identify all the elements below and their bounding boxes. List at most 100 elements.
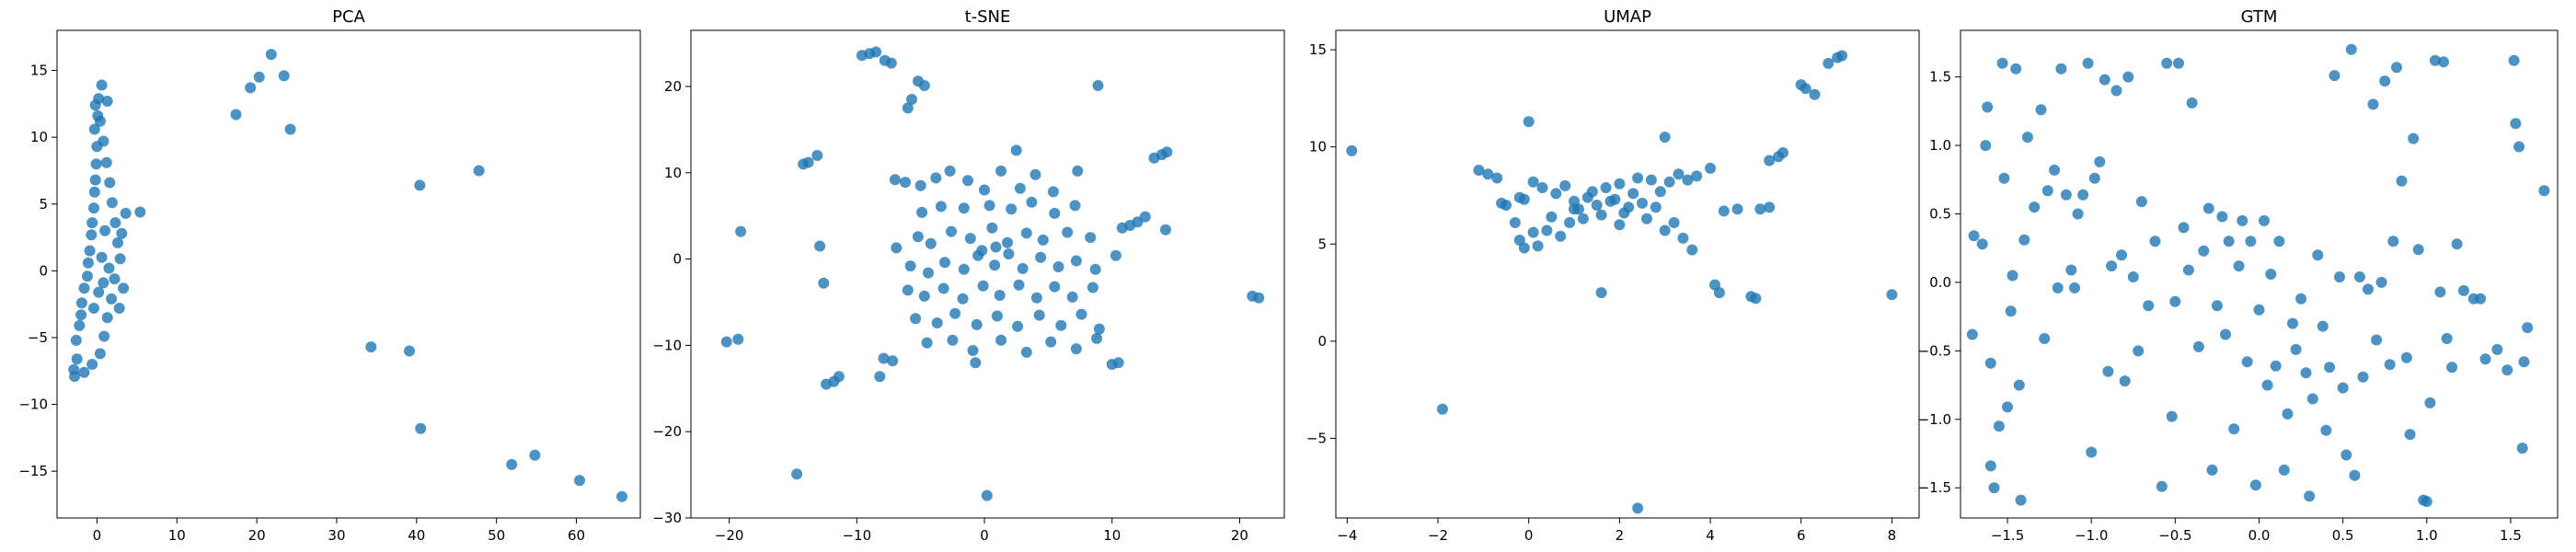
umap-point: [1682, 174, 1694, 186]
tsne-point: [1062, 226, 1074, 238]
umap-point: [1632, 172, 1644, 184]
gtm-y-tick-label: 0.5: [1929, 205, 1951, 222]
gtm-point: [2387, 236, 2399, 247]
umap-point: [1555, 230, 1567, 242]
tsne-x-tick-label: −10: [842, 527, 871, 544]
tsne-point: [923, 267, 934, 279]
gtm-point: [2082, 57, 2094, 69]
tsne-point: [979, 184, 990, 196]
pca-point: [120, 207, 132, 219]
tsne-point: [1070, 343, 1082, 355]
tsne-x-tick-label: 10: [1103, 527, 1121, 544]
tsne-point: [1160, 224, 1171, 236]
tsne-point: [874, 371, 886, 383]
gtm-point: [2287, 317, 2298, 329]
tsne-point: [967, 345, 979, 356]
gtm-point: [1984, 460, 1996, 472]
pca-point: [101, 96, 113, 107]
gtm-point: [2013, 379, 2025, 391]
gtm-point: [2324, 362, 2336, 374]
umap-point: [1731, 203, 1743, 215]
tsne-x-tick-label: −20: [715, 527, 744, 544]
pca-point: [529, 449, 541, 461]
gtm-point: [2367, 98, 2379, 110]
pca-point: [284, 123, 296, 135]
tsne-point: [931, 317, 943, 328]
gtm-point: [2349, 469, 2361, 481]
gtm-point: [2178, 222, 2190, 234]
tsne-point: [916, 206, 928, 218]
tsne-point: [1033, 309, 1045, 321]
umap-point: [1491, 172, 1503, 184]
pca-point: [82, 270, 93, 282]
gtm-point: [2265, 269, 2277, 280]
gtm-point: [2233, 260, 2245, 272]
gtm-point: [2110, 85, 2122, 97]
gtm-point: [2206, 464, 2218, 476]
gtm-point: [2363, 283, 2374, 295]
gtm-point: [2211, 300, 2223, 312]
tsne-point: [995, 334, 1007, 346]
pca-point: [88, 202, 99, 214]
gtm-point: [2295, 293, 2307, 305]
tsne-y-tick-label: 20: [664, 78, 682, 95]
pca-y-tick-label: −15: [18, 463, 48, 479]
pca-point: [88, 123, 100, 135]
pca-point: [230, 109, 242, 121]
tsne-point: [811, 150, 823, 161]
tsne-point: [1092, 80, 1104, 91]
pca-point: [113, 303, 125, 314]
tsne-point: [1047, 186, 1059, 198]
gtm-x-tick-label: −1.0: [2075, 527, 2108, 544]
tsne-y-tick-label: −30: [652, 510, 682, 526]
tsne-point: [818, 277, 830, 289]
gtm-point: [2202, 202, 2214, 214]
umap-point: [1632, 502, 1644, 514]
tsne-point: [1091, 332, 1103, 344]
gtm-point: [2052, 282, 2064, 293]
gtm-y-tick-label: −1.5: [1918, 479, 1951, 496]
gtm-point: [2088, 172, 2100, 184]
gtm-point: [2086, 446, 2098, 458]
gtm-point: [2259, 214, 2270, 226]
tsne-point: [991, 310, 1003, 322]
pca-title: PCA: [332, 7, 365, 27]
gtm-point: [2508, 54, 2520, 66]
pca-point: [68, 363, 80, 375]
tsne-point: [1085, 232, 1097, 244]
tsne-point: [925, 237, 937, 249]
tsne-point: [958, 202, 970, 214]
gtm-point: [2253, 304, 2265, 316]
tsne-point: [802, 156, 814, 168]
umap-point: [1641, 213, 1652, 224]
gtm-x-tick-label: 1.0: [2416, 527, 2438, 544]
gtm-point: [2015, 494, 2027, 506]
gtm-point: [2371, 334, 2383, 346]
pca-point: [84, 245, 96, 257]
umap-x-tick-label: 8: [1888, 527, 1897, 544]
tsne-point: [989, 259, 1001, 271]
gtm-point: [2513, 141, 2525, 153]
pca-point: [99, 224, 111, 236]
tsne-point: [957, 293, 969, 305]
pca-point: [70, 334, 82, 346]
gtm-point: [2441, 333, 2453, 344]
pca-point: [103, 262, 115, 274]
tsne-point: [1037, 234, 1049, 246]
tsne-point: [947, 334, 959, 346]
tsne-point: [935, 201, 947, 213]
gtm-y-tick-label: 1.5: [1929, 69, 1951, 86]
tsne-point: [1010, 144, 1022, 156]
gtm-point: [2317, 320, 2329, 332]
tsne-point: [949, 307, 961, 319]
tsne-panel: t-SNE −20 −10 0 10 20 −30 −20 −10 0 10 20: [652, 7, 1285, 544]
tsne-y-tick-label: 0: [673, 251, 682, 268]
pca-point: [74, 319, 86, 331]
umap-point: [1809, 88, 1821, 100]
pca-point: [118, 282, 130, 294]
umap-point: [1482, 168, 1494, 180]
gtm-title: GTM: [2241, 7, 2278, 27]
gtm-point: [2522, 322, 2534, 334]
gtm-point: [2516, 443, 2528, 454]
